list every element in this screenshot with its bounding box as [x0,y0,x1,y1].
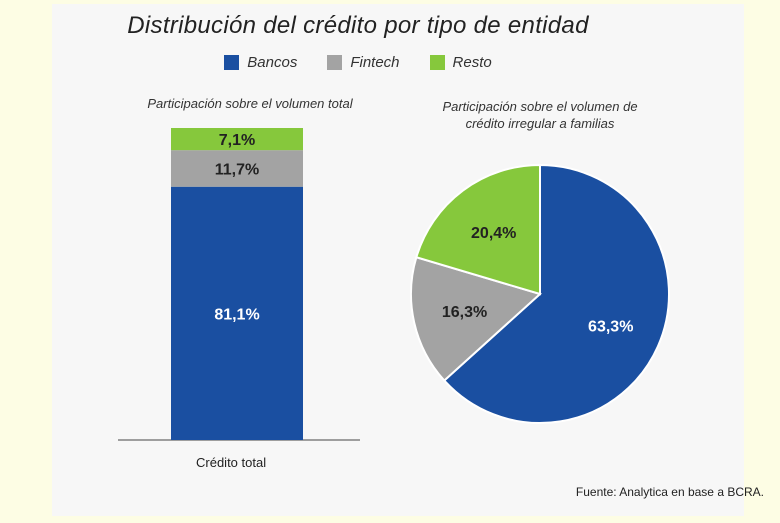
pie-slice-fintech [410,255,542,382]
pie-slice-bancos [442,163,670,424]
pie-label-resto: 20,4% [471,225,516,242]
bar-segment-resto [171,128,303,151]
bar-category-label: Crédito total [196,455,267,470]
legend-item-bancos: Bancos [224,54,297,71]
bar-segment-fintech [171,150,303,187]
legend-swatch-bancos [224,55,240,70]
bar-subtitle: Participación sobre el volumen total [147,96,353,111]
pie-slice-resto [415,163,541,296]
legend-item-resto: Resto [429,54,492,71]
pie-label-fintech: 16,3% [442,304,487,321]
legend-label-bancos: Bancos [247,54,298,71]
source-note: Fuente: Analytica en base a BCRA. [575,485,764,499]
legend-swatch-fintech [327,55,343,70]
legend-swatch-resto [429,55,445,70]
pie-subtitle-line-2: crédito irregular a familias [465,116,615,131]
legend-item-fintech: Fintech [327,54,400,71]
legend: Bancos Fintech Resto [0,54,768,71]
chart-title: Distribución del crédito por tipo de ent… [127,12,589,39]
bar-label-resto: 7,1% [219,132,255,149]
bar-label-fintech: 11,7% [215,161,259,178]
legend-label-resto: Resto [452,54,492,71]
bar-segment-bancos [171,186,303,440]
pie-subtitle: Participación sobre el volumen de crédit… [430,98,650,132]
legend-label-fintech: Fintech [350,54,400,71]
pie-subtitle-line-1: Participación sobre el volumen de [442,99,638,114]
bar-label-bancos: 81,1% [214,306,259,323]
pie-label-bancos: 63,3% [588,318,633,335]
